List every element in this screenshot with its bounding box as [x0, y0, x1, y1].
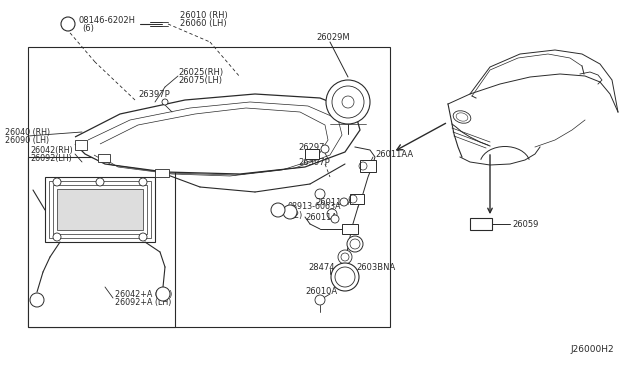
Text: 26397P: 26397P: [138, 90, 170, 99]
Text: 26011AA: 26011AA: [375, 150, 413, 158]
Text: 26042(RH): 26042(RH): [30, 145, 73, 154]
Circle shape: [53, 178, 61, 186]
Bar: [49, 181, 151, 238]
Text: N: N: [276, 208, 280, 212]
Circle shape: [30, 293, 44, 307]
Text: N: N: [287, 209, 292, 215]
Circle shape: [315, 295, 325, 305]
Text: 26092(LH): 26092(LH): [30, 154, 72, 163]
Bar: [98, 154, 110, 162]
Text: 2603BNA: 2603BNA: [356, 263, 396, 272]
Circle shape: [271, 203, 285, 217]
Ellipse shape: [453, 111, 471, 123]
Circle shape: [139, 233, 147, 241]
Bar: [155, 169, 169, 177]
Text: 26075(LH): 26075(LH): [178, 76, 222, 84]
Text: 26025(RH): 26025(RH): [178, 67, 223, 77]
Circle shape: [283, 205, 297, 219]
Bar: [305, 149, 319, 159]
Bar: [45, 177, 155, 242]
Text: 26042+A (RH): 26042+A (RH): [115, 289, 172, 298]
Text: 26011A: 26011A: [305, 212, 337, 221]
Bar: [28, 157, 175, 327]
Bar: [342, 224, 358, 234]
Text: 26092+A (LH): 26092+A (LH): [115, 298, 172, 308]
Text: 08913-6063A: 08913-6063A: [288, 202, 342, 211]
Text: 26040 (RH): 26040 (RH): [5, 128, 50, 137]
Circle shape: [331, 215, 339, 223]
Text: 26060 (LH): 26060 (LH): [180, 19, 227, 28]
Text: 26010 (RH): 26010 (RH): [180, 10, 228, 19]
Text: 26029M: 26029M: [316, 32, 349, 42]
Bar: [53, 185, 147, 234]
Text: 28474: 28474: [308, 263, 335, 272]
Text: 08146-6202H: 08146-6202H: [78, 16, 135, 25]
Circle shape: [61, 17, 75, 31]
Text: J26000H2: J26000H2: [570, 346, 614, 355]
Bar: [75, 140, 87, 150]
Bar: [350, 194, 364, 204]
Text: 26011AA: 26011AA: [315, 198, 353, 206]
Bar: [57, 189, 143, 230]
Circle shape: [53, 233, 61, 241]
Text: 26297: 26297: [298, 142, 324, 151]
Circle shape: [338, 250, 352, 264]
Bar: [360, 160, 376, 172]
Text: 26059: 26059: [512, 219, 538, 228]
Circle shape: [321, 145, 329, 153]
Circle shape: [162, 99, 168, 105]
Circle shape: [331, 263, 359, 291]
Circle shape: [96, 178, 104, 186]
Circle shape: [139, 178, 147, 186]
Text: (2): (2): [291, 211, 302, 219]
Circle shape: [347, 236, 363, 252]
Text: 26010A: 26010A: [305, 288, 337, 296]
Text: 26090 (LH): 26090 (LH): [5, 135, 49, 144]
Circle shape: [340, 198, 348, 206]
Bar: [470, 218, 492, 230]
Text: B: B: [65, 21, 70, 27]
Circle shape: [156, 287, 170, 301]
Text: 26397P: 26397P: [298, 157, 330, 167]
Polygon shape: [75, 94, 360, 174]
Bar: [28, 47, 390, 327]
Ellipse shape: [456, 113, 468, 121]
Text: (6): (6): [82, 23, 94, 32]
Circle shape: [326, 80, 370, 124]
